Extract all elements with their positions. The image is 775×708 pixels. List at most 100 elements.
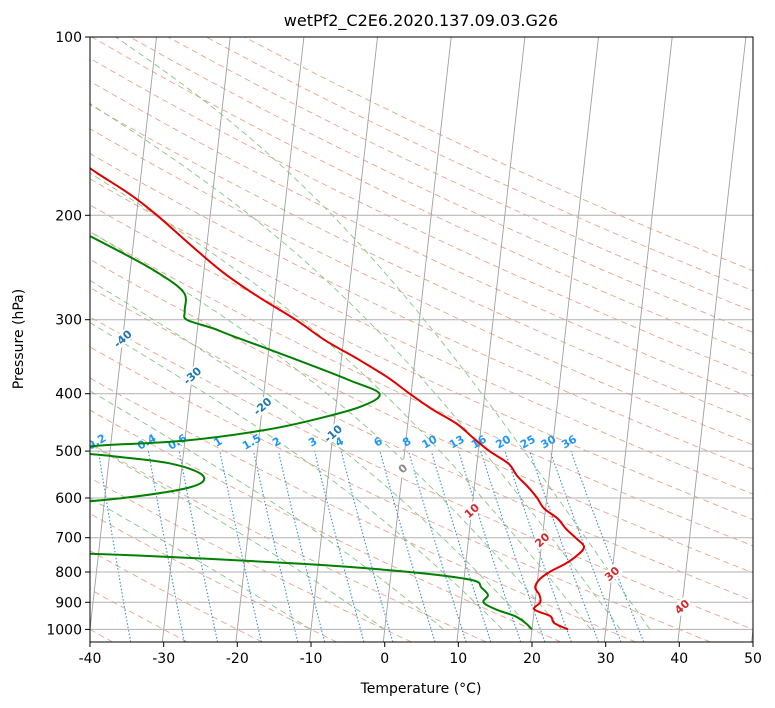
- isotherm-label: -30: [181, 364, 205, 387]
- dry-adiabat-line: [90, 80, 753, 399]
- mixing-ratio-line: [178, 450, 219, 642]
- y-tick-label: 1000: [46, 622, 82, 638]
- mixing-ratio-line: [97, 451, 132, 642]
- moist-adiabat-line: [90, 390, 444, 630]
- pressure-gridlines: [90, 37, 753, 630]
- isotherm-label-bg: [460, 500, 483, 522]
- dry-adiabat-line: [90, 513, 337, 642]
- mixing-ratio-lines: [97, 450, 645, 642]
- mixing-ratio-line: [379, 450, 436, 642]
- x-tick-label: 30: [597, 651, 615, 667]
- dry-adiabat-line: [90, 377, 636, 642]
- isotherm-line: [751, 625, 753, 642]
- mixing-ratio-line: [314, 450, 365, 642]
- dry-adiabat-line: [90, 104, 753, 422]
- dewpoint-profile-line: [90, 235, 533, 631]
- dry-adiabat-line: [90, 316, 753, 630]
- isotherm-label-bg: [43, 288, 64, 309]
- x-axis-label: Temperature (°C): [360, 681, 482, 697]
- y-tick-label: 500: [55, 444, 82, 460]
- mixing-ratio-label: 20: [493, 432, 513, 451]
- mixing-ratio-line: [340, 450, 394, 642]
- mixing-ratio-label: 3: [306, 435, 319, 450]
- dry-adiabat-line: [90, 477, 412, 642]
- mixing-ratio-label: 6: [372, 434, 385, 449]
- mixing-ratio-line: [253, 450, 299, 642]
- x-axis: -40 -30 -20 -10 0 10 20 30 40 50: [79, 642, 762, 667]
- isotherm-label-bg: [181, 365, 203, 387]
- moist-adiabat-line: [90, 103, 621, 630]
- dry-adiabat-line: [90, 588, 188, 642]
- x-tick-label: 10: [449, 651, 467, 667]
- isotherm-line: [309, 37, 378, 642]
- y-tick-label: 700: [55, 531, 82, 547]
- mixing-ratio-line: [480, 450, 546, 642]
- moist-adiabat-line: [90, 230, 562, 630]
- mixing-ratio-label: 2: [270, 435, 283, 450]
- mixing-ratio-label: 4: [333, 434, 346, 449]
- isotherm-label-bg: [251, 395, 274, 417]
- mixing-ratio-line: [504, 450, 572, 642]
- mixing-ratio-label: 8: [400, 435, 413, 450]
- sounding-series: [90, 166, 585, 631]
- isotherm-label-bg: [322, 423, 344, 444]
- mixing-ratio-label: 13: [447, 433, 467, 452]
- mixing-ratio-line: [549, 450, 622, 642]
- mixing-ratio-line: [147, 451, 185, 642]
- y-tick-label: 100: [55, 30, 82, 46]
- dry-adiabat-line: [129, 37, 753, 333]
- x-tick-label: 40: [670, 651, 688, 667]
- mixing-ratio-label: 1.5: [240, 432, 263, 453]
- mixing-ratio-labels: 0.1 0.2 0.4 0.6 1 1.5 2 3 4 6 8 10 13 16 20 25 30 36: [85, 431, 579, 453]
- mixing-ratio-line: [408, 450, 467, 642]
- chart-title: wetPf2_C2E6.2020.137.09.03.G26: [284, 11, 558, 31]
- mixing-ratio-label: 30: [539, 432, 559, 451]
- mixing-ratio-line: [430, 450, 492, 642]
- dry-adiabat-line: [90, 57, 753, 377]
- isotherm-label: 40: [672, 597, 692, 617]
- plot-area: -100-90-80-70-60-50-40-30-20-10010203040…: [42, 37, 753, 642]
- dry-adiabat-line: [90, 153, 753, 470]
- mixing-ratio-label: 0.2: [85, 432, 108, 453]
- moist-adiabat-line: [90, 280, 533, 630]
- y-tick-label: 600: [55, 491, 82, 507]
- y-tick-label: 900: [55, 595, 82, 611]
- x-tick-label: 0: [380, 651, 389, 667]
- temperature-profile-line: [90, 166, 585, 631]
- isotherm-label-bg: [531, 529, 553, 551]
- isotherm-line: [456, 37, 526, 642]
- x-tick-label: -20: [226, 651, 249, 667]
- isotherm-label-bg: [671, 596, 693, 618]
- moist-adiabats: [90, 37, 651, 630]
- isotherm-line: [603, 37, 673, 642]
- isotherm-label: 20: [532, 530, 552, 550]
- moist-adiabat-line: [90, 497, 312, 630]
- mixing-ratio-line: [529, 450, 600, 642]
- y-tick-label: 400: [55, 387, 82, 403]
- y-axis: 100 200 300 400 500 600 700 800 900 1000: [46, 30, 90, 638]
- moist-adiabat-line: [90, 172, 592, 630]
- dry-adiabat-line: [90, 178, 753, 495]
- moist-adiabat-line: [90, 322, 503, 630]
- moist-adiabat-line: [90, 443, 385, 630]
- isotherm-label-bg: [111, 328, 134, 350]
- x-tick-label: 20: [523, 651, 541, 667]
- y-tick-label: 800: [55, 565, 82, 581]
- dry-adiabat-line: [167, 37, 753, 312]
- isotherm-line: [161, 37, 231, 642]
- x-tick-label: 50: [744, 651, 762, 667]
- isotherm-label: 30: [602, 564, 622, 584]
- mixing-ratio-line: [458, 450, 522, 642]
- dry-adiabat-line: [90, 442, 487, 642]
- dry-adiabat-line: [90, 409, 562, 642]
- moist-adiabat-line: [115, 37, 651, 630]
- isotherm-line: [382, 37, 452, 642]
- isotherm-label: -50: [42, 287, 66, 310]
- dry-adiabat-line: [91, 37, 753, 355]
- isotherm-label: -40: [111, 327, 135, 350]
- x-tick-label: -10: [300, 651, 323, 667]
- mixing-ratio-label: 10: [420, 432, 440, 451]
- mixing-ratio-line: [219, 450, 262, 642]
